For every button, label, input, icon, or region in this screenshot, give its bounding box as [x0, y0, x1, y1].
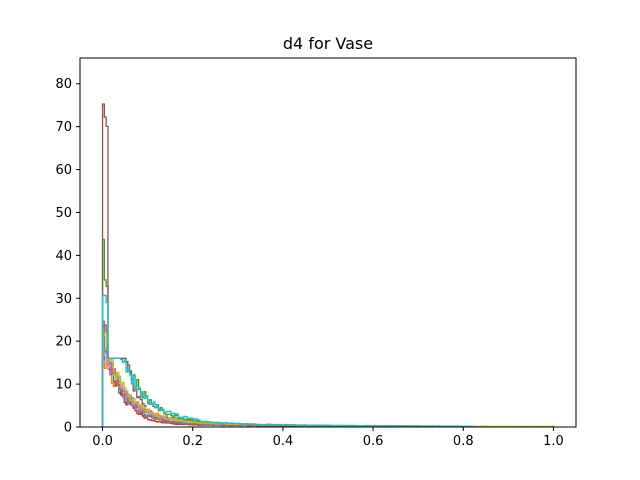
y-axis: 0 10 20 30 40 50 60 70 80	[55, 77, 80, 436]
y-tick-label: 0	[64, 421, 72, 436]
y-tick-label: 60	[55, 163, 72, 178]
x-tick-label: 0.4	[273, 434, 294, 449]
y-tick-label: 10	[55, 378, 72, 393]
series-layer	[101, 103, 555, 428]
plot-frame	[79, 57, 577, 428]
x-tick-label: 0.6	[363, 434, 384, 449]
y-tick-label: 40	[55, 249, 72, 264]
x-axis: 0.0 0.2 0.4 0.6 0.8 1.0	[92, 427, 564, 449]
y-tick-label: 20	[55, 335, 72, 350]
y-tick-label: 30	[55, 292, 72, 307]
x-tick-label: 0.2	[182, 434, 203, 449]
series-step-line	[101, 294, 473, 428]
y-tick-label: 80	[55, 77, 72, 92]
x-tick-label: 1.0	[543, 434, 564, 449]
x-tick-label: 0.8	[453, 434, 474, 449]
y-tick-label: 50	[55, 206, 72, 221]
x-tick-label: 0.0	[92, 434, 113, 449]
y-tick-label: 70	[55, 120, 72, 135]
chart-title: d4 for Vase	[283, 34, 373, 53]
